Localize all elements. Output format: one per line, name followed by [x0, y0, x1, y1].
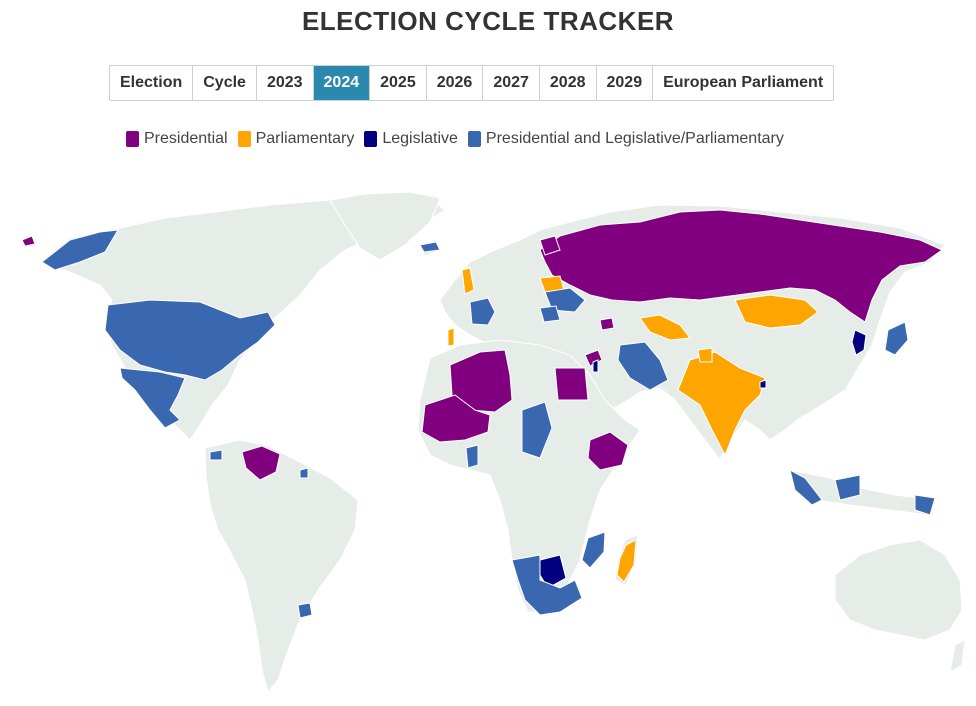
- legend: Presidential Parliamentary Legislative P…: [126, 130, 794, 148]
- country-venezuela[interactable]: [241, 445, 281, 481]
- country-panama-area[interactable]: [209, 449, 223, 461]
- land-new-zealand: [949, 639, 966, 673]
- country-mozambique[interactable]: [581, 531, 606, 569]
- legend-label: Parliamentary: [255, 130, 355, 147]
- legend-swatch: [364, 131, 378, 147]
- legend-label: Legislative: [382, 130, 458, 147]
- tab-election[interactable]: Election: [110, 66, 194, 100]
- country-india[interactable]: [677, 351, 766, 457]
- country-uruguay[interactable]: [297, 602, 313, 619]
- country-south-asia-small[interactable]: [697, 347, 713, 363]
- tab-2025[interactable]: 2025: [370, 66, 427, 100]
- country-suriname[interactable]: [299, 467, 309, 479]
- legend-label: Presidential and Legislative/Parliamenta…: [485, 130, 784, 147]
- country-namibia-south-africa[interactable]: [511, 554, 583, 616]
- country-mexico[interactable]: [119, 367, 186, 429]
- tab-2028[interactable]: 2028: [540, 66, 597, 100]
- country-alaska-island[interactable]: [21, 235, 36, 247]
- country-iceland[interactable]: [419, 241, 441, 253]
- country-russia[interactable]: [539, 209, 944, 323]
- country-bhutan[interactable]: [759, 379, 767, 389]
- country-ghana-togo[interactable]: [465, 444, 479, 469]
- country-uzbekistan[interactable]: [639, 314, 691, 341]
- year-tabs: Election Cycle 2023 2024 2025 2026 2027 …: [109, 65, 835, 101]
- country-alaska[interactable]: [41, 229, 119, 271]
- legend-swatch: [467, 131, 481, 147]
- tab-2027[interactable]: 2027: [483, 66, 540, 100]
- country-mali-west-africa[interactable]: [421, 394, 491, 443]
- country-indonesia-borneo[interactable]: [834, 474, 861, 501]
- country-indonesia-east[interactable]: [914, 494, 936, 516]
- country-iran[interactable]: [617, 341, 669, 391]
- country-romania[interactable]: [539, 305, 561, 323]
- legislative-countries: [539, 329, 867, 589]
- page-title: ELECTION CYCLE TRACKER: [301, 6, 675, 36]
- presidential-and-legislative-countries: [41, 229, 936, 619]
- country-mongolia[interactable]: [734, 294, 819, 329]
- country-azerbaijan[interactable]: [599, 317, 615, 331]
- country-belarus[interactable]: [539, 235, 561, 256]
- legend-swatch: [237, 131, 251, 147]
- world-map: [21, 191, 966, 694]
- country-portugal[interactable]: [447, 327, 455, 347]
- country-indonesia-sumatra[interactable]: [789, 469, 823, 506]
- country-uk[interactable]: [461, 267, 475, 295]
- tab-2023[interactable]: 2023: [257, 66, 314, 100]
- country-japan[interactable]: [884, 321, 909, 356]
- legend-label: Presidential: [144, 130, 228, 147]
- legend-item-presidential[interactable]: Presidential: [126, 130, 228, 148]
- country-usa[interactable]: [104, 299, 276, 381]
- land-south-america: [204, 439, 359, 694]
- land-greenland: [329, 191, 441, 261]
- tab-2026[interactable]: 2026: [427, 66, 484, 100]
- country-jordan[interactable]: [592, 359, 599, 373]
- country-chad-sudan[interactable]: [521, 401, 553, 459]
- country-france[interactable]: [469, 297, 496, 326]
- tab-european-parliament[interactable]: European Parliament: [663, 74, 824, 91]
- legend-item-presidential-and-legislative[interactable]: Presidential and Legislative/Parliamenta…: [467, 130, 784, 148]
- legend-swatch: [126, 131, 139, 147]
- parliamentary-countries: [447, 267, 819, 583]
- country-egypt[interactable]: [554, 367, 589, 401]
- tab-2024[interactable]: 2024: [313, 66, 371, 100]
- country-madagascar[interactable]: [616, 539, 637, 583]
- legend-item-parliamentary[interactable]: Parliamentary: [237, 130, 355, 148]
- tab-2029[interactable]: 2029: [597, 66, 654, 100]
- country-ethiopia[interactable]: [587, 431, 629, 471]
- tab-cycle[interactable]: Cycle: [193, 66, 257, 100]
- legend-item-legislative[interactable]: Legislative: [364, 130, 458, 148]
- country-south-korea[interactable]: [851, 329, 867, 356]
- presidential-countries: [21, 209, 944, 481]
- land-australia: [834, 539, 963, 641]
